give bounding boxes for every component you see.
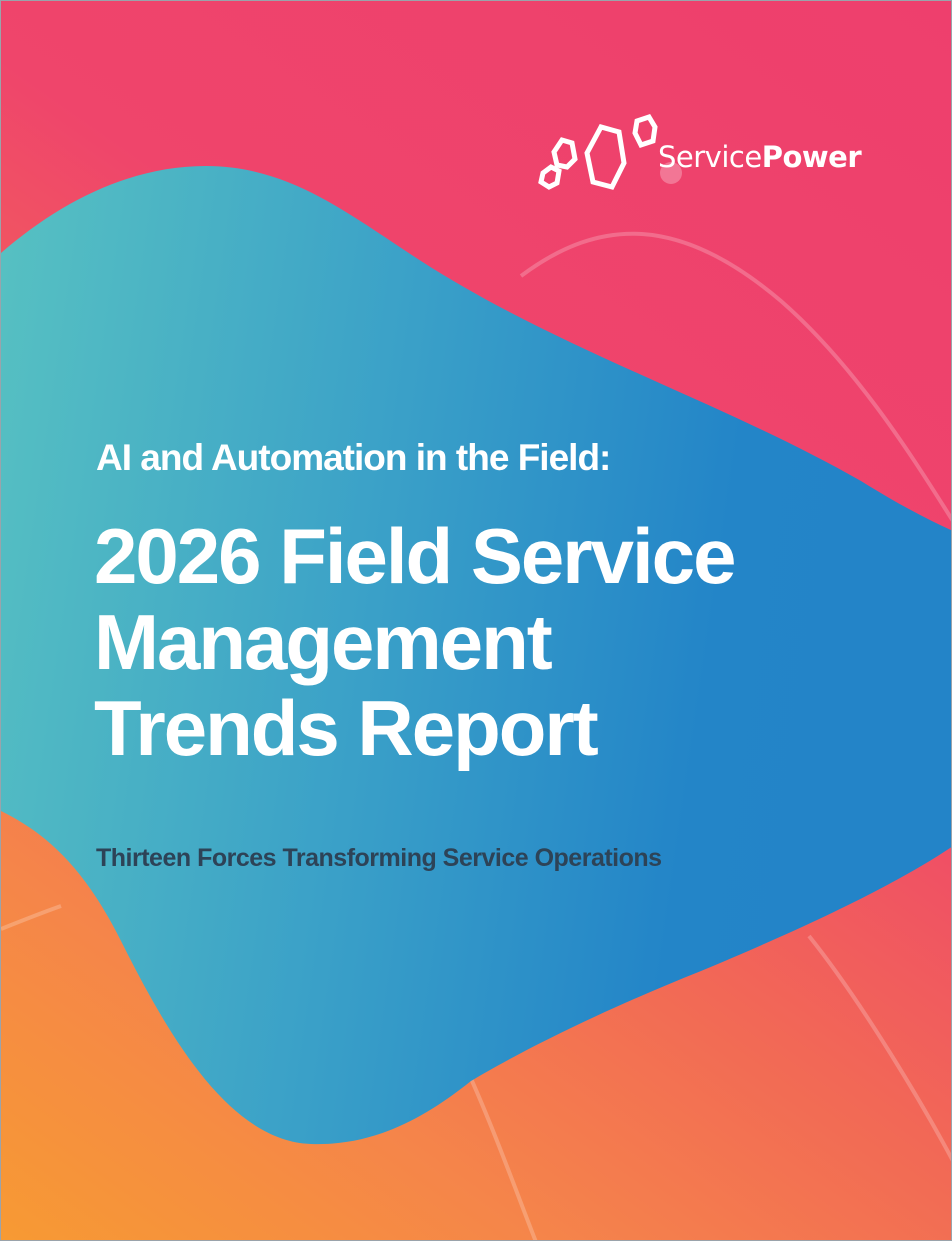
title-line-2: Management: [94, 598, 553, 686]
logo-highlight-dot: [660, 162, 682, 184]
blue-blob: [1, 166, 951, 1145]
decor-arc-top: [519, 231, 951, 522]
title-line-1: 2026 Field Service: [94, 512, 736, 600]
hexagon-chain-icon: [538, 113, 658, 190]
report-kicker: AI and Automation in the Field:: [96, 437, 611, 478]
brand-name-light: Service: [658, 140, 762, 174]
decor-arc-bottom: [461, 1060, 538, 1240]
brand-logo: ServicePower: [529, 107, 862, 201]
title-line-3: Trends Report: [94, 684, 599, 772]
brand-wordmark: ServicePower: [658, 140, 862, 174]
decor-arc-left: [1, 904, 62, 931]
report-subtitle: Thirteen Forces Transforming Service Ope…: [96, 844, 662, 872]
report-title: 2026 Field Service Management Trends Rep…: [94, 512, 736, 772]
brand-name-bold: Power: [761, 140, 862, 174]
decor-arc-right: [807, 934, 951, 1162]
